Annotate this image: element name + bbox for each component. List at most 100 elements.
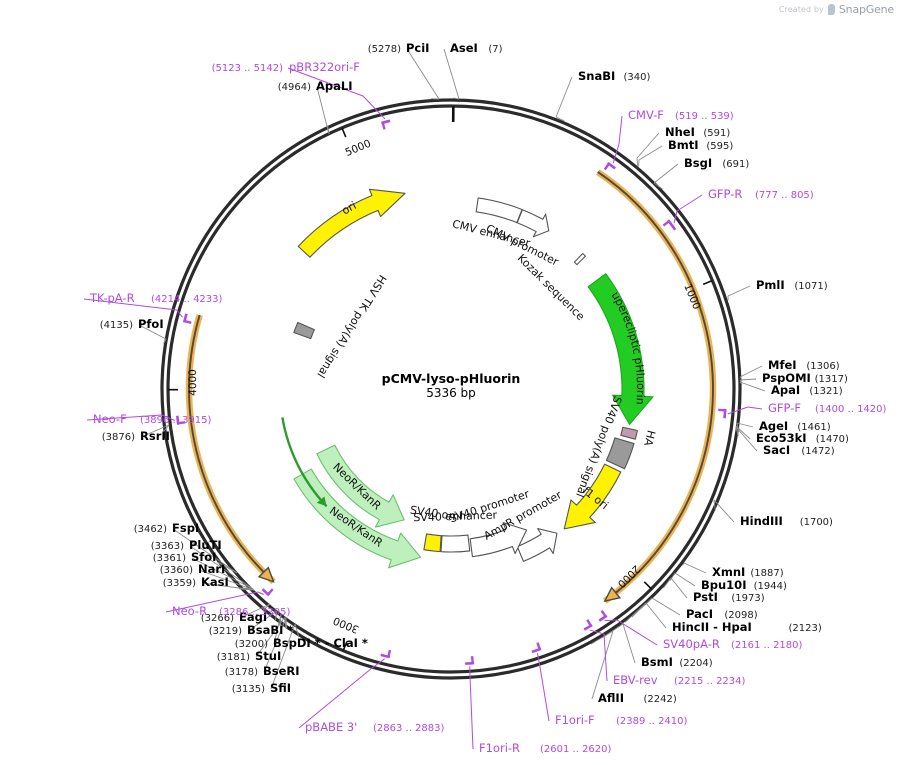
restriction-site-BsgI[interactable]: [653, 163, 679, 190]
primer-SV40pA-R[interactable]: [598, 609, 658, 646]
enzyme-label-BsaBI-[interactable]: (3219) BsaBI *: [209, 623, 294, 637]
enzyme-label-StuI[interactable]: (3181) StuI: [217, 649, 282, 663]
restriction-site-BspDI-ClaI-[interactable]: [273, 613, 282, 645]
restriction-site-BseRI[interactable]: [263, 617, 288, 673]
feature-sv40-enhancer[interactable]: [440, 534, 471, 553]
feature-neor-kanr[interactable]: [293, 468, 422, 569]
primer-layer[interactable]: [83, 67, 763, 750]
restriction-site-AflII[interactable]: [590, 630, 614, 700]
primer-label-CMV-F[interactable]: CMV-F (519 .. 539): [628, 108, 734, 122]
enzyme-label-PciI[interactable]: (5278) PciI: [368, 41, 430, 55]
enzyme-label-AgeI[interactable]: AgeI (1461): [759, 419, 831, 433]
feature-cmv-promoter[interactable]: [516, 209, 550, 238]
restriction-site-SacI[interactable]: [735, 426, 758, 452]
restriction-site-PciI[interactable]: [406, 48, 440, 100]
restriction-site-BsaBI-[interactable]: [247, 610, 278, 632]
restriction-site-ApaLI[interactable]: [316, 86, 330, 135]
primer-pBABE-3-[interactable]: [298, 649, 392, 729]
primer-TK-pA-R[interactable]: [83, 298, 192, 324]
primer-label-Neo-R[interactable]: Neo-R (3286 .. 3305): [172, 604, 291, 618]
restriction-site-BmtI[interactable]: [638, 145, 663, 167]
enzyme-label-PfoI[interactable]: (4135) PfoI: [100, 317, 164, 331]
restriction-site-RsrII[interactable]: [140, 424, 170, 438]
restriction-site-XmnI[interactable]: [682, 562, 707, 574]
feature-f1-ori[interactable]: [563, 463, 622, 530]
primer-label-GFP-R[interactable]: GFP-R (777 .. 805): [708, 187, 814, 201]
feature-hsv-tk-poly-a-signal[interactable]: [293, 321, 315, 340]
primer-label-F1ori-R[interactable]: F1ori-R (2601 .. 2620): [479, 741, 612, 755]
enzyme-label-PmlI[interactable]: PmlI (1071): [756, 278, 828, 292]
restriction-site-SfiI[interactable]: [270, 623, 300, 690]
enzyme-label-FspI[interactable]: (3462) FspI: [134, 521, 199, 535]
restriction-site-NheI[interactable]: [636, 132, 660, 166]
enzyme-label-PspOMI[interactable]: PspOMI (1317): [762, 371, 848, 385]
restriction-site-SnaBI[interactable]: [555, 76, 573, 122]
enzyme-label-HindIII[interactable]: HindIII (1700): [740, 514, 833, 528]
restriction-site-MfeI[interactable]: [739, 365, 763, 380]
primer-label-SV40pA-R[interactable]: SV40pA-R (2161 .. 2180): [663, 637, 803, 651]
restriction-site-EagI[interactable]: [239, 603, 271, 619]
primer-pBR322ori-F[interactable]: [287, 67, 391, 130]
primer-label-pBR322ori-F[interactable]: (5123 .. 5142) pBR322ori-F: [212, 60, 360, 74]
feature-ori[interactable]: [297, 188, 406, 258]
restriction-site-HindIII[interactable]: [713, 499, 735, 523]
enzyme-label-SfiI[interactable]: (3135) SfiI: [232, 681, 291, 695]
restriction-site-BsmI[interactable]: [601, 623, 636, 664]
enzyme-label-ApaI[interactable]: ApaI (1321): [771, 383, 843, 397]
feature-sv40-poly-a-signal[interactable]: [605, 437, 635, 470]
restriction-site-FspI[interactable]: [172, 528, 238, 574]
primer-Neo-F[interactable]: [86, 414, 186, 425]
enzyme-label-EagI[interactable]: (3266) EagI: [201, 610, 267, 624]
enzyme-label-BspDI-ClaI-[interactable]: (3200) BspDI * - ClaI *: [235, 636, 368, 650]
primer-label-pBABE-3-[interactable]: pBABE 3' (2863 .. 2883): [305, 720, 445, 734]
primer-EBV-rev[interactable]: [583, 619, 608, 682]
enzyme-label-MfeI[interactable]: MfeI (1306): [768, 358, 840, 372]
restriction-site-layer[interactable]: [138, 48, 766, 700]
enzyme-label-Eco53kI[interactable]: Eco53kI (1470): [756, 431, 849, 445]
feature-kozak-sequence[interactable]: [573, 252, 586, 266]
enzyme-label-KasI[interactable]: (3359) KasI: [163, 575, 229, 589]
enzyme-label-BseRI[interactable]: (3178) BseRI: [225, 664, 300, 678]
feature-superecliptic-phluorin[interactable]: [587, 273, 654, 425]
enzyme-label-AseI[interactable]: AseI (7): [450, 41, 503, 55]
enzyme-label-NarI[interactable]: (3360) NarI: [160, 562, 226, 576]
restriction-site-Bpu10I[interactable]: [669, 572, 696, 587]
enzyme-label-NheI[interactable]: NheI (591): [665, 125, 730, 139]
enzyme-label-AflII[interactable]: AflII (2242): [598, 691, 677, 705]
primer-label-F1ori-F[interactable]: F1ori-F (2389 .. 2410): [555, 713, 688, 727]
enzyme-label-HincII-HpaI[interactable]: HincII - HpaI (2123): [672, 620, 822, 634]
primer-F1ori-R[interactable]: [465, 656, 475, 750]
feature-ha[interactable]: [620, 426, 638, 440]
enzyme-label-Bpu10I[interactable]: Bpu10I (1944): [701, 578, 787, 592]
primer-F1ori-F[interactable]: [531, 642, 550, 722]
primer-label-EBV-rev[interactable]: EBV-rev (2215 .. 2234): [613, 673, 746, 687]
primer-Neo-R[interactable]: [165, 588, 274, 613]
enzyme-label-PacI[interactable]: PacI (2098): [686, 607, 758, 621]
restriction-site-ApaI[interactable]: [739, 381, 766, 392]
primer-label-Neo-F[interactable]: Neo-F (3896 .. 3915): [93, 412, 212, 426]
feature-sv40-ori[interactable]: [423, 533, 442, 553]
enzyme-label-SfoI[interactable]: (3361) SfoI: [153, 550, 217, 564]
enzyme-label-XmnI[interactable]: XmnI (1887): [712, 565, 784, 579]
enzyme-label-PstI[interactable]: PstI (1973): [693, 590, 765, 604]
restriction-site-PmlI[interactable]: [727, 285, 751, 301]
enzyme-label-BsmI[interactable]: BsmI (2204): [641, 655, 713, 669]
restriction-site-AseI[interactable]: [443, 48, 460, 123]
restriction-site-PstI[interactable]: [663, 577, 688, 599]
label-layer[interactable]: (5278) PciI AseI (7)SnaBI (340)NheI (591)BmtI…: [89, 41, 887, 755]
primer-GFP-R[interactable]: [662, 194, 703, 231]
restriction-site-PfoI[interactable]: [138, 324, 167, 344]
restriction-site-PluTI[interactable]: [189, 545, 254, 590]
restriction-site-HincII-HpaI[interactable]: [624, 602, 667, 629]
primer-GFP-F[interactable]: [718, 406, 763, 419]
enzyme-label-SacI[interactable]: SacI (1472): [763, 443, 835, 457]
primer-label-GFP-F[interactable]: GFP-F (1400 .. 1420): [768, 401, 887, 415]
enzyme-label-ApaLI[interactable]: (4964) ApaLI: [278, 79, 353, 93]
feature-sv40-promoter[interactable]: [469, 522, 528, 558]
enzyme-label-RsrII[interactable]: (3876) RsrII: [102, 429, 170, 443]
feature-cmv-enhancer[interactable]: [475, 197, 523, 224]
primer-CMV-F[interactable]: [603, 115, 623, 171]
enzyme-label-SnaBI[interactable]: SnaBI (340): [578, 69, 650, 83]
